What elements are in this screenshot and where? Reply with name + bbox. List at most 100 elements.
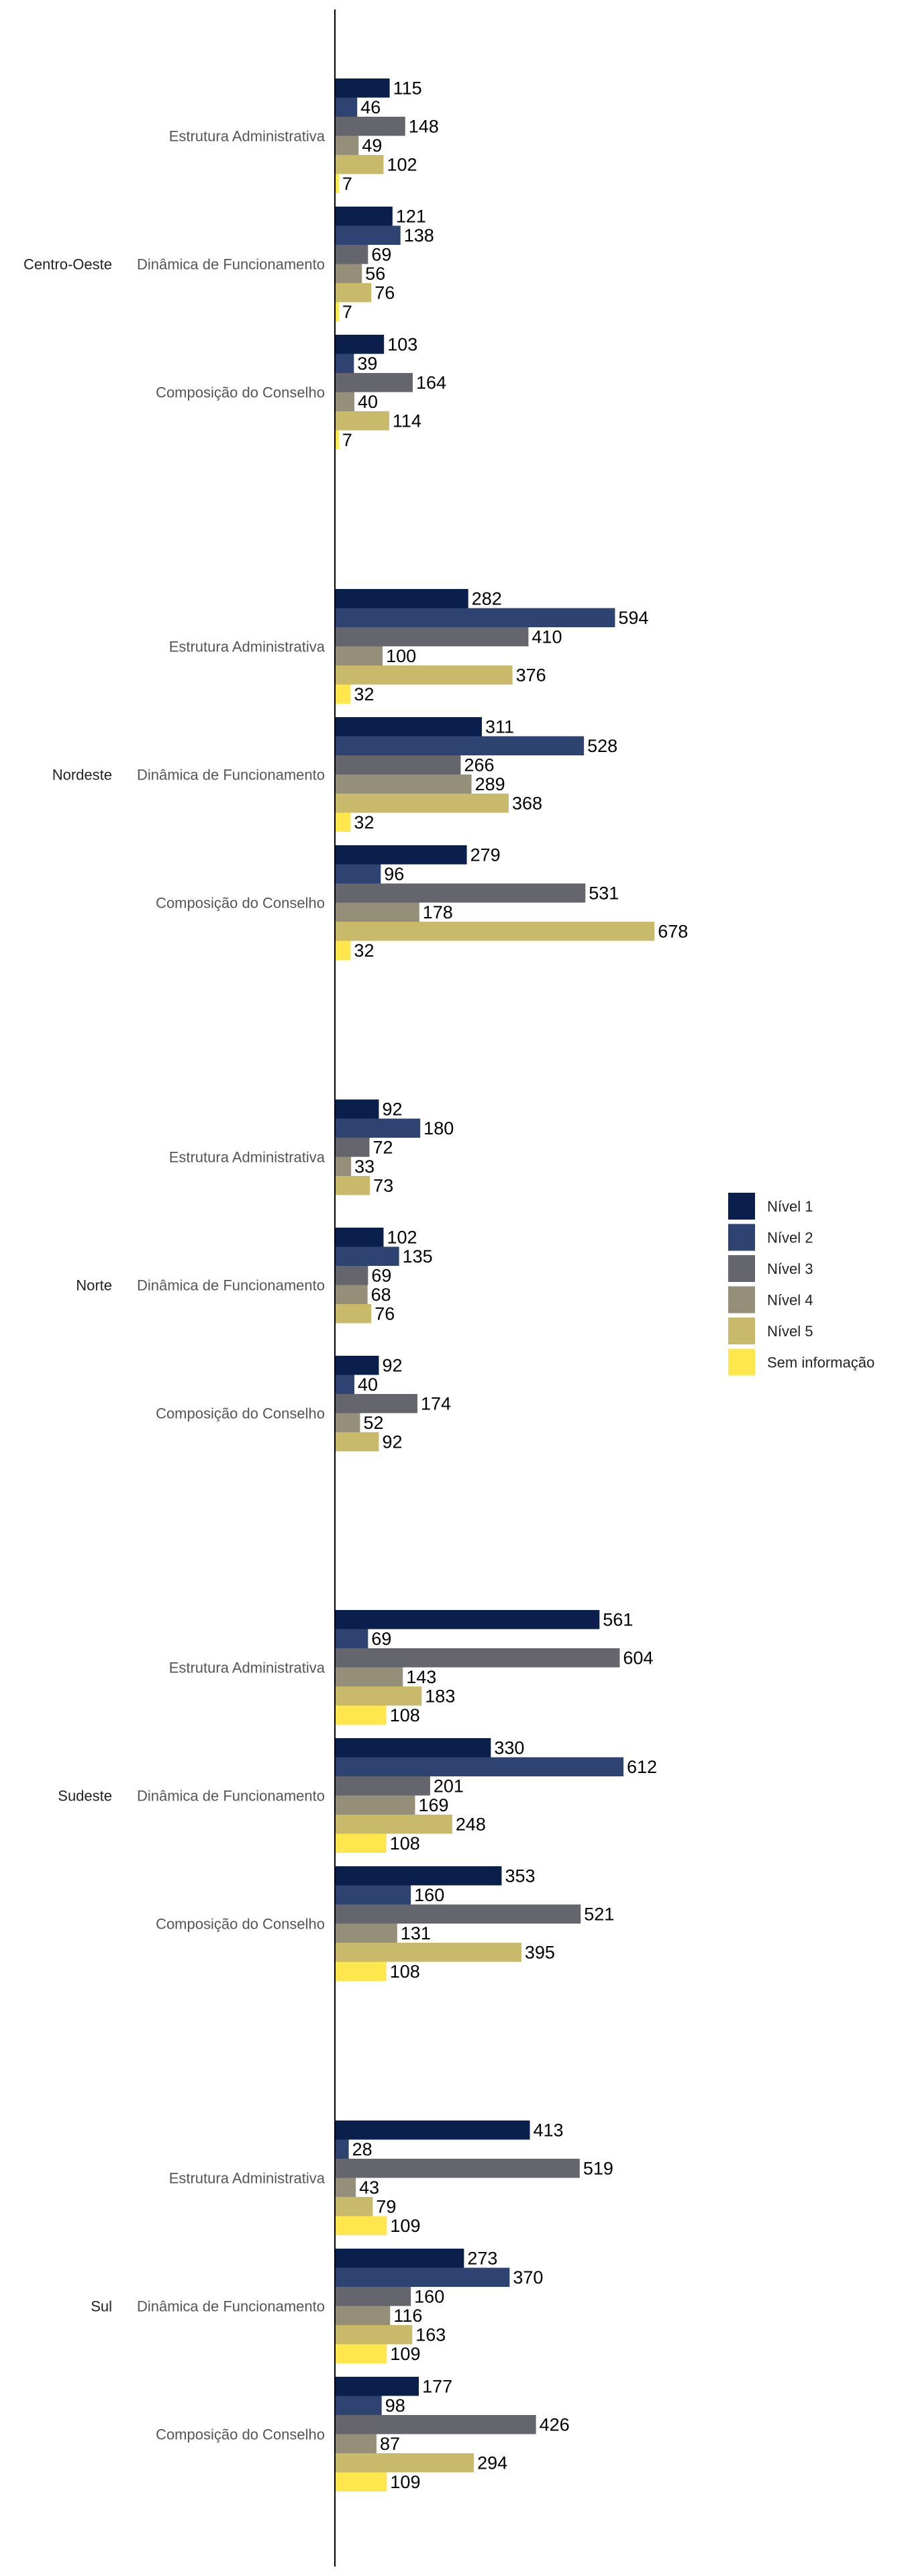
- value-label-nordeste-composicao-do-conselho-nivel-2: 96: [384, 864, 404, 884]
- bar-nordeste-composicao-do-conselho-nivel-4: [336, 902, 419, 922]
- bar-norte-dinamica-de-funcionamento-nivel-1: [336, 1228, 384, 1247]
- value-label-sudeste-estrutura-administrativa-sem-informacao: 108: [390, 1705, 420, 1725]
- legend-label-nivel-1: Nível 1: [767, 1198, 813, 1215]
- value-label-bg-sudeste-estrutura-administrativa-nivel-1: [601, 1611, 636, 1629]
- value-label-centro-oeste-composicao-do-conselho-nivel-4: 40: [358, 392, 378, 412]
- value-label-bg-sul-dinamica-de-funcionamento-nivel-3: [412, 2288, 447, 2306]
- bar-sul-dinamica-de-funcionamento-sem-informacao: [336, 2344, 387, 2363]
- category-label-sul-dinamica-de-funcionamento: Dinâmica de Funcionamento: [137, 2298, 325, 2315]
- value-label-bg-nordeste-composicao-do-conselho-nivel-2: [382, 865, 407, 883]
- value-label-nordeste-estrutura-administrativa-nivel-1: 282: [472, 589, 502, 609]
- value-label-bg-norte-dinamica-de-funcionamento-nivel-1: [385, 1228, 419, 1246]
- value-label-bg-sudeste-composicao-do-conselho-nivel-5: [522, 1943, 557, 1962]
- category-label-sudeste-composicao-do-conselho: Composição do Conselho: [156, 1916, 325, 1933]
- value-label-sudeste-dinamica-de-funcionamento-nivel-2: 612: [627, 1757, 657, 1777]
- bar-nordeste-dinamica-de-funcionamento-nivel-2: [336, 736, 585, 755]
- value-label-bg-sul-dinamica-de-funcionamento-nivel-4: [391, 2306, 426, 2324]
- value-label-bg-nordeste-composicao-do-conselho-nivel-4: [420, 903, 455, 921]
- value-label-sul-dinamica-de-funcionamento-nivel-3: 160: [414, 2287, 444, 2307]
- legend-label-sem-informacao: Sem informação: [767, 1354, 874, 1371]
- value-label-nordeste-dinamica-de-funcionamento-nivel-1: 311: [485, 717, 514, 737]
- value-label-bg-sul-estrutura-administrativa-nivel-4: [357, 2178, 382, 2196]
- bar-sul-estrutura-administrativa-nivel-5: [336, 2197, 373, 2216]
- bar-sudeste-estrutura-administrativa-sem-informacao: [336, 1705, 387, 1725]
- value-label-nordeste-estrutura-administrativa-nivel-4: 100: [386, 646, 416, 666]
- value-label-sul-composicao-do-conselho-nivel-2: 98: [385, 2396, 405, 2416]
- value-label-bg-sudeste-composicao-do-conselho-nivel-3: [582, 1905, 617, 1923]
- bar-centro-oeste-composicao-do-conselho-nivel-3: [336, 373, 413, 392]
- value-label-nordeste-dinamica-de-funcionamento-nivel-3: 266: [464, 755, 494, 775]
- value-label-bg-centro-oeste-composicao-do-conselho-nivel-5: [390, 412, 425, 430]
- category-label-sul-composicao-do-conselho: Composição do Conselho: [156, 2426, 325, 2443]
- value-label-nordeste-estrutura-administrativa-nivel-2: 594: [618, 608, 648, 628]
- value-label-bg-norte-dinamica-de-funcionamento-nivel-4: [368, 1285, 393, 1303]
- value-label-sul-estrutura-administrativa-nivel-4: 43: [359, 2178, 379, 2198]
- bar-norte-dinamica-de-funcionamento-nivel-5: [336, 1304, 372, 1324]
- bar-centro-oeste-estrutura-administrativa-nivel-3: [336, 117, 405, 136]
- category-label-centro-oeste-estrutura-administrativa: Estrutura Administrativa: [169, 128, 325, 145]
- bar-norte-estrutura-administrativa-nivel-1: [336, 1099, 379, 1119]
- value-label-bg-sul-estrutura-administrativa-sem-informacao: [388, 2216, 423, 2235]
- value-label-bg-sul-composicao-do-conselho-nivel-3: [537, 2416, 572, 2434]
- value-label-sul-estrutura-administrativa-sem-informacao: 109: [390, 2216, 420, 2236]
- legend-swatch-sem-informacao: [728, 1348, 755, 1376]
- value-label-bg-nordeste-estrutura-administrativa-nivel-3: [530, 628, 564, 646]
- value-label-nordeste-dinamica-de-funcionamento-nivel-4: 289: [475, 774, 505, 794]
- bar-centro-oeste-dinamica-de-funcionamento-nivel-3: [336, 245, 368, 264]
- value-label-bg-nordeste-composicao-do-conselho-nivel-5: [656, 922, 691, 941]
- bar-sudeste-dinamica-de-funcionamento-sem-informacao: [336, 1833, 387, 1853]
- bar-sudeste-dinamica-de-funcionamento-nivel-4: [336, 1795, 415, 1815]
- value-label-nordeste-composicao-do-conselho-nivel-5: 678: [658, 922, 688, 942]
- value-label-bg-centro-oeste-estrutura-administrativa-nivel-3: [406, 117, 441, 136]
- value-label-centro-oeste-estrutura-administrativa-nivel-4: 49: [362, 136, 382, 156]
- value-label-sudeste-dinamica-de-funcionamento-nivel-4: 169: [418, 1795, 448, 1815]
- bar-sul-dinamica-de-funcionamento-nivel-5: [336, 2325, 413, 2345]
- value-label-centro-oeste-composicao-do-conselho-nivel-2: 39: [357, 354, 377, 374]
- value-label-bg-sul-dinamica-de-funcionamento-sem-informacao: [388, 2345, 423, 2363]
- value-label-bg-sudeste-dinamica-de-funcionamento-nivel-3: [431, 1777, 466, 1795]
- bar-nordeste-estrutura-administrativa-sem-informacao: [336, 684, 351, 704]
- value-label-centro-oeste-dinamica-de-funcionamento-nivel-5: 76: [374, 283, 395, 303]
- value-label-sudeste-estrutura-administrativa-nivel-3: 604: [623, 1648, 653, 1668]
- legend-swatch-nivel-4: [728, 1286, 755, 1313]
- value-label-bg-sudeste-composicao-do-conselho-sem-informacao: [387, 1962, 422, 1980]
- value-label-bg-norte-estrutura-administrativa-nivel-1: [380, 1100, 405, 1118]
- value-label-bg-centro-oeste-estrutura-administrativa-nivel-4: [360, 136, 385, 154]
- bar-centro-oeste-estrutura-administrativa-nivel-2: [336, 97, 358, 117]
- value-label-sudeste-composicao-do-conselho-nivel-4: 131: [401, 1923, 431, 1943]
- bar-centro-oeste-composicao-do-conselho-nivel-2: [336, 354, 354, 373]
- value-label-bg-sudeste-dinamica-de-funcionamento-nivel-4: [416, 1796, 451, 1814]
- value-label-bg-norte-estrutura-administrativa-nivel-4: [352, 1157, 377, 1175]
- bar-sudeste-composicao-do-conselho-nivel-1: [336, 1866, 502, 1886]
- value-label-bg-sudeste-estrutura-administrativa-nivel-4: [404, 1668, 439, 1686]
- value-label-bg-centro-oeste-dinamica-de-funcionamento-nivel-5: [372, 284, 397, 302]
- bar-nordeste-estrutura-administrativa-nivel-5: [336, 665, 513, 685]
- category-label-sul-estrutura-administrativa: Estrutura Administrativa: [169, 2170, 325, 2187]
- value-label-bg-nordeste-dinamica-de-funcionamento-nivel-4: [472, 775, 507, 793]
- value-label-bg-norte-estrutura-administrativa-nivel-2: [421, 1119, 456, 1137]
- category-label-nordeste-estrutura-administrativa: Estrutura Administrativa: [169, 639, 325, 655]
- bar-sudeste-dinamica-de-funcionamento-nivel-5: [336, 1815, 452, 1834]
- value-label-bg-centro-oeste-dinamica-de-funcionamento-nivel-3: [369, 246, 394, 264]
- value-label-centro-oeste-dinamica-de-funcionamento-nivel-1: 121: [396, 207, 426, 227]
- value-label-norte-composicao-do-conselho-nivel-3: 174: [421, 1394, 451, 1414]
- value-label-bg-norte-composicao-do-conselho-nivel-3: [418, 1395, 453, 1413]
- value-label-centro-oeste-composicao-do-conselho-nivel-1: 103: [387, 335, 417, 355]
- value-label-sudeste-estrutura-administrativa-nivel-2: 69: [371, 1629, 391, 1649]
- bar-nordeste-dinamica-de-funcionamento-nivel-3: [336, 755, 461, 775]
- bar-centro-oeste-estrutura-administrativa-nivel-1: [336, 78, 390, 98]
- value-label-centro-oeste-dinamica-de-funcionamento-sem-informacao: 7: [342, 302, 352, 322]
- value-label-nordeste-estrutura-administrativa-nivel-5: 376: [516, 665, 546, 686]
- value-label-bg-sul-estrutura-administrativa-nivel-3: [581, 2159, 615, 2178]
- bar-sul-estrutura-administrativa-nivel-4: [336, 2178, 356, 2197]
- bar-centro-oeste-dinamica-de-funcionamento-sem-informacao: [336, 302, 339, 321]
- value-label-bg-sudeste-dinamica-de-funcionamento-nivel-2: [625, 1758, 660, 1776]
- value-label-bg-norte-dinamica-de-funcionamento-nivel-2: [400, 1247, 435, 1265]
- category-label-sudeste-dinamica-de-funcionamento: Dinâmica de Funcionamento: [137, 1788, 325, 1805]
- region-label-nordeste: Nordeste: [52, 767, 112, 784]
- value-label-bg-centro-oeste-dinamica-de-funcionamento-nivel-1: [393, 207, 428, 225]
- value-label-bg-nordeste-estrutura-administrativa-sem-informacao: [352, 685, 377, 703]
- category-label-norte-composicao-do-conselho: Composição do Conselho: [156, 1405, 325, 1422]
- value-label-bg-centro-oeste-estrutura-administrativa-nivel-1: [391, 79, 425, 97]
- bar-sudeste-composicao-do-conselho-nivel-4: [336, 1923, 397, 1943]
